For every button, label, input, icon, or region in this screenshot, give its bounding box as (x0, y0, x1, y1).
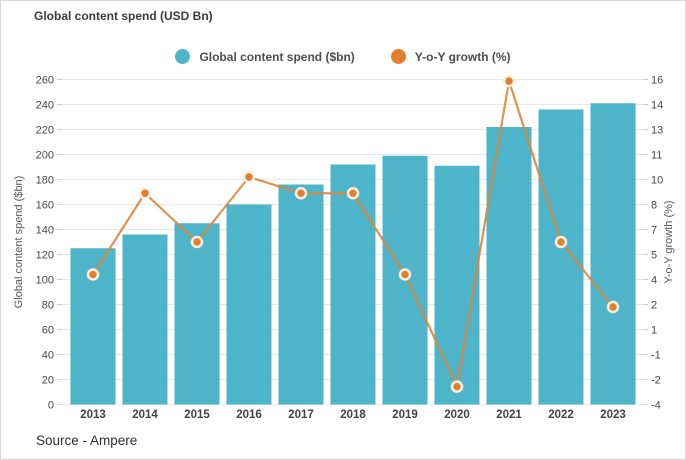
growth-point-2017 (294, 187, 308, 200)
left-axis-tick-label: 160 (36, 200, 54, 212)
left-axis-tick-label: 260 (36, 75, 54, 87)
x-axis-label-2018: 2018 (340, 409, 366, 421)
spend-bar-2015 (174, 223, 220, 405)
growth-point-2014 (138, 187, 152, 200)
x-axis-label-2023: 2023 (600, 409, 626, 421)
left-axis-tick-label: 200 (36, 150, 54, 162)
spend-bar-2018 (330, 164, 376, 405)
spend-bar-2016 (226, 204, 272, 405)
growth-point-2018 (346, 187, 360, 200)
spend-bar-2022 (538, 109, 584, 405)
growth-point-2022 (554, 235, 568, 249)
left-axis-tick-label: 100 (36, 275, 54, 287)
legend-item-growth: Y-o-Y growth (%) (390, 49, 511, 64)
growth-point-2020 (450, 380, 464, 393)
left-axis-tick-label: 80 (42, 300, 54, 312)
right-axis-tick-label: 4 (651, 275, 657, 287)
growth-point-2013 (86, 268, 100, 281)
spend-bar-2023 (590, 103, 636, 405)
growth-point-2015 (190, 235, 204, 249)
spend-bar-2014 (122, 234, 168, 405)
x-axis-label-2019: 2019 (392, 409, 418, 421)
source-note: Source - Ampere (36, 433, 138, 448)
right-axis-tick-label: -4 (651, 400, 661, 412)
growth-point-2021 (502, 74, 516, 88)
right-axis-tick-label: 2 (651, 300, 657, 312)
right-axis-tick-label: 5 (651, 250, 657, 262)
spend-bar-2017 (278, 184, 324, 405)
left-axis-tick-label: 220 (36, 125, 54, 137)
legend-label-growth: Y-o-Y growth (%) (414, 49, 511, 64)
legend-item-spend: Global content spend ($bn) (175, 49, 355, 64)
left-axis-tick-label: 40 (42, 350, 54, 362)
left-axis-tick-label: 140 (36, 225, 54, 237)
left-axis-tick-label: 0 (48, 400, 54, 412)
x-axis-label-2016: 2016 (236, 409, 262, 421)
left-axis-tick-label: 20 (42, 375, 54, 387)
x-axis-label-2022: 2022 (548, 409, 574, 421)
x-axis-label-2021: 2021 (496, 409, 522, 421)
growth-legend-dot-icon (390, 49, 406, 64)
right-axis-tick-label: 13 (651, 125, 663, 137)
right-axis-tick-label: 7 (651, 225, 657, 237)
left-axis-tick-label: 240 (36, 100, 54, 112)
right-axis-tick-label: 14 (651, 100, 663, 112)
right-axis-tick-label: 1 (651, 325, 657, 337)
left-axis-tick-label: 60 (42, 325, 54, 337)
chart-title: Global content spend (USD Bn) (34, 9, 213, 23)
right-axis-tick-label: -2 (651, 375, 661, 387)
legend-label-spend: Global content spend ($bn) (199, 49, 355, 64)
growth-point-2019 (398, 268, 412, 281)
x-axis-label-2015: 2015 (184, 409, 210, 421)
legend: Global content spend ($bn) Y-o-Y growth … (1, 49, 685, 64)
x-axis-label-2013: 2013 (80, 409, 106, 421)
growth-point-2023 (606, 300, 620, 314)
right-axis-tick-label: -1 (651, 350, 661, 362)
spend-legend-dot-icon (175, 49, 191, 64)
x-axis-label-2014: 2014 (132, 409, 158, 421)
right-axis-tick-label: 10 (651, 175, 663, 187)
right-axis-tick-label: 11 (651, 150, 662, 162)
left-axis-tick-label: 120 (36, 250, 54, 262)
x-axis-label-2020: 2020 (444, 409, 470, 421)
spend-bar-2020 (434, 165, 480, 405)
growth-point-2016 (242, 170, 256, 184)
x-axis-label-2017: 2017 (288, 409, 314, 421)
right-axis-tick-label: 8 (651, 200, 657, 212)
right-axis-tick-label: 16 (651, 75, 663, 87)
left-axis-tick-label: 180 (36, 175, 54, 187)
